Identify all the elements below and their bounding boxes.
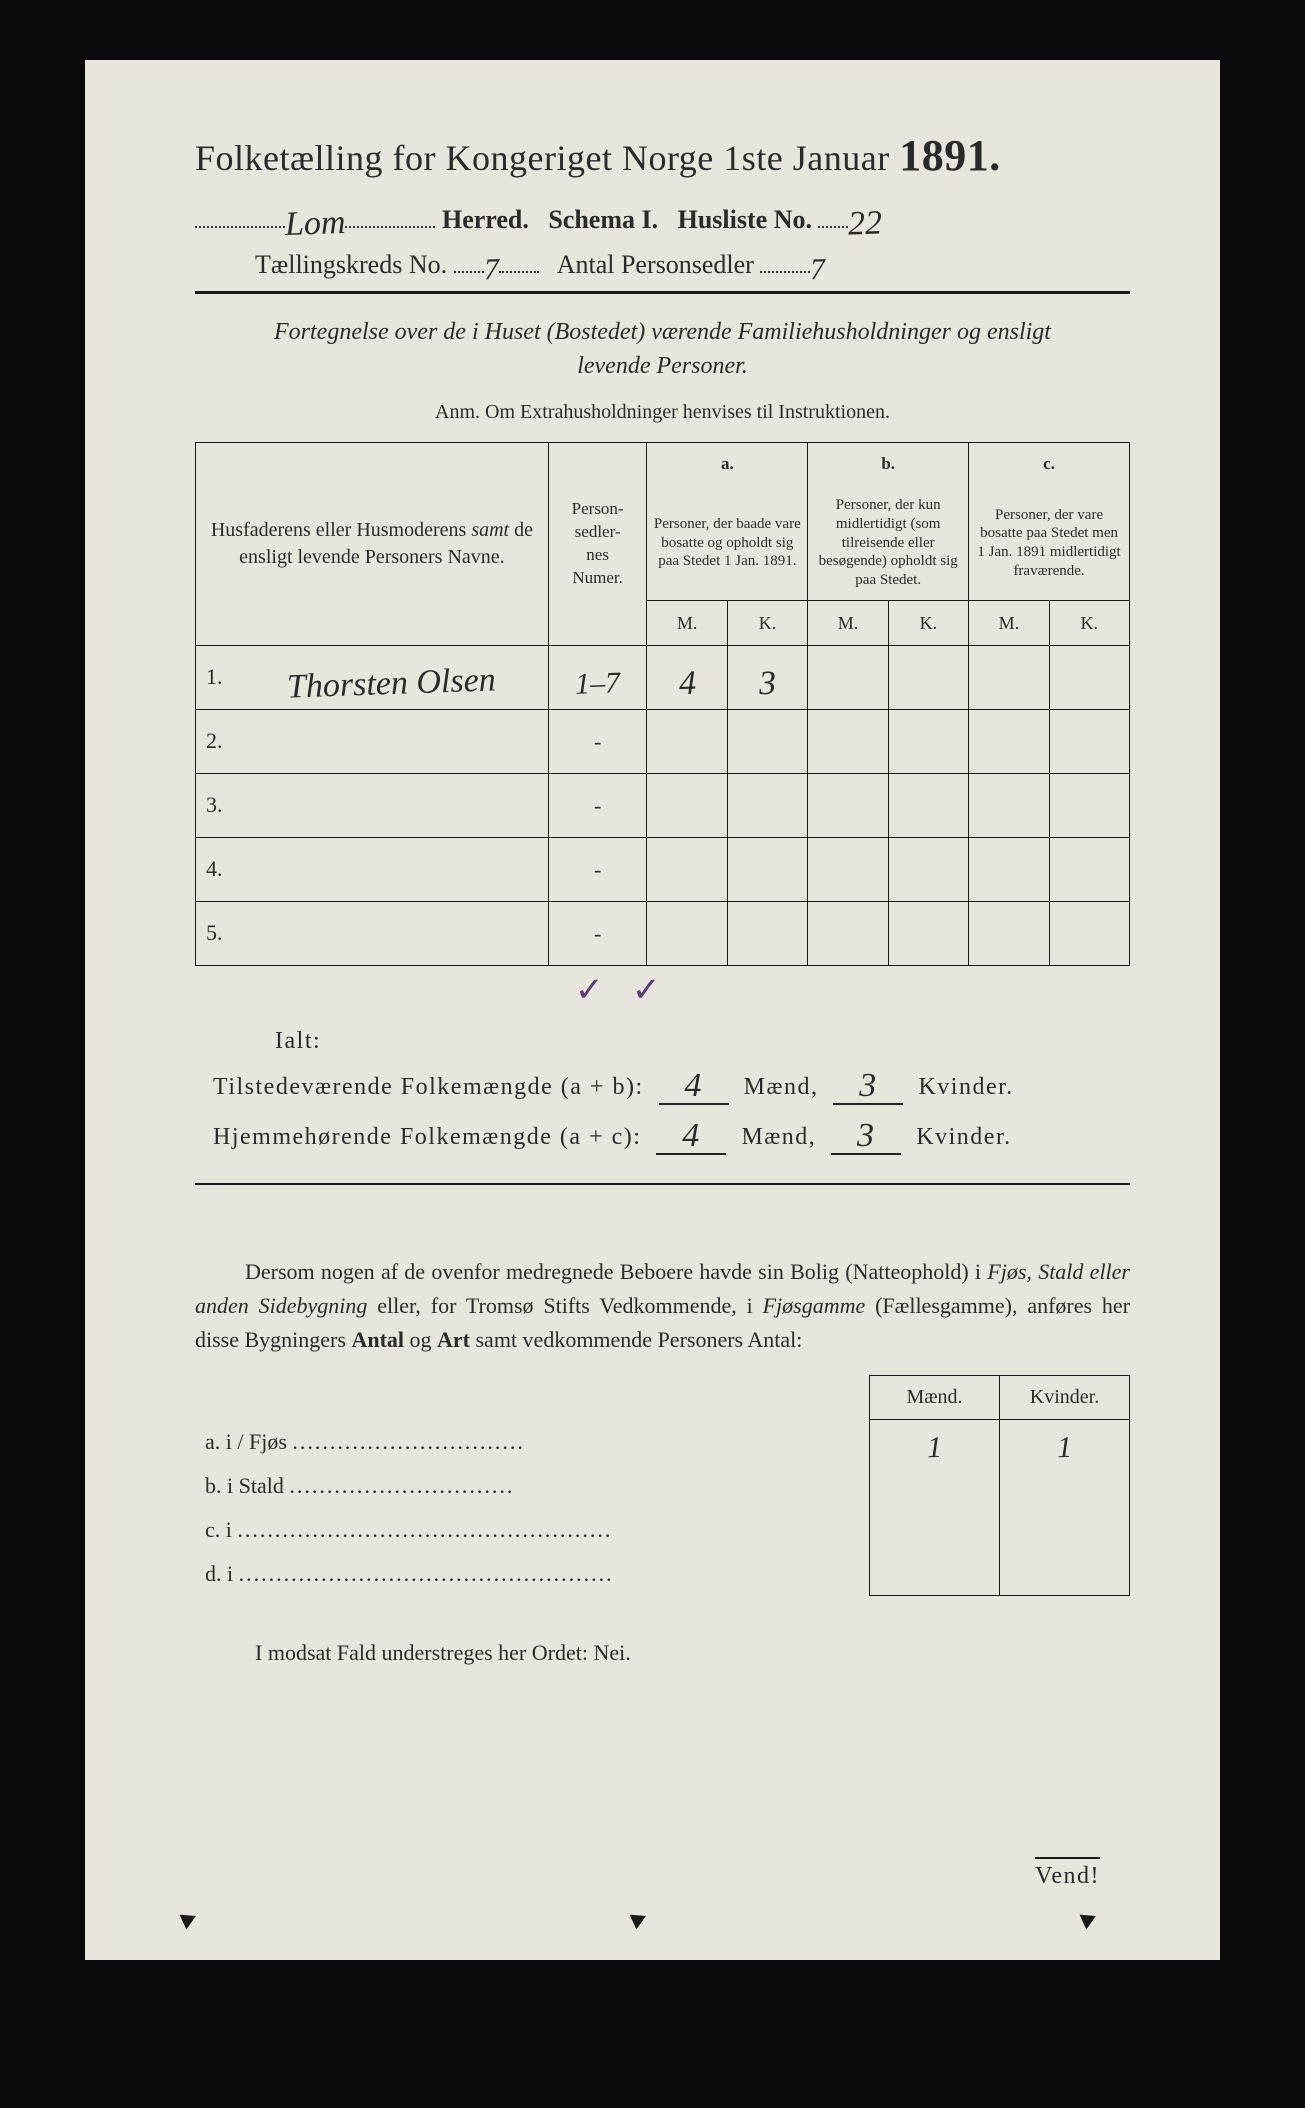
th-m: M. bbox=[647, 600, 727, 645]
sum-ab: Tilstedeværende Folkemængde (a + b): 4 M… bbox=[213, 1065, 1130, 1105]
sum-ac: Hjemmehørende Folkemængde (a + c): 4 Mæn… bbox=[213, 1115, 1130, 1155]
nei-line: I modsat Fald understreges her Ordet: Ne… bbox=[255, 1640, 1130, 1666]
rule bbox=[195, 291, 1130, 294]
title-year: 1891. bbox=[899, 131, 1001, 180]
row-name: Thorsten Olsen bbox=[286, 661, 496, 706]
th-a-head: a. bbox=[647, 443, 808, 486]
punch-mark-icon: ⯆ bbox=[1074, 1907, 1107, 1940]
header-line-2: Lom Herred. Schema I. Husliste No. 22 bbox=[195, 199, 1130, 237]
th-numer: Person- sedler- nes Numer. bbox=[548, 443, 647, 646]
th-c: Personer, der vare bosatte paa Stedet me… bbox=[969, 486, 1130, 600]
mk-row: c. i ...................................… bbox=[195, 1508, 1130, 1552]
vend-label: Vend! bbox=[1035, 1857, 1100, 1890]
kreds-value: 7 bbox=[483, 253, 499, 288]
main-table: Husfaderens eller Husmode­rens samt de e… bbox=[195, 442, 1130, 966]
desc-line1: Fortegnelse over de i Huset (Bostedet) v… bbox=[195, 316, 1130, 350]
herred-value: Lom bbox=[284, 204, 346, 244]
husliste-value: 22 bbox=[848, 204, 883, 243]
table-row: 5. - bbox=[196, 902, 1130, 966]
title-text: Folketælling for Kongeriget Norge 1ste J… bbox=[195, 138, 890, 178]
header-line-3: Tællingskreds No. 7 Antal Personsedler 7 bbox=[255, 247, 1130, 281]
mk-row: a. i / Fjøs ............................… bbox=[195, 1420, 1130, 1464]
th-k: K. bbox=[888, 600, 968, 645]
schema-label: Schema I. bbox=[548, 205, 658, 234]
ialt-label: Ialt: bbox=[275, 1028, 1130, 1055]
table-row: 4. - bbox=[196, 838, 1130, 902]
mk-row: d. i ...................................… bbox=[195, 1552, 1130, 1596]
punch-mark-icon: ⯆ bbox=[624, 1907, 657, 1940]
th-k: K. bbox=[1049, 600, 1129, 645]
husliste-label: Husliste No. bbox=[678, 205, 812, 234]
th-a: Personer, der baade vare bosatte og opho… bbox=[647, 486, 808, 600]
kreds-label: Tællingskreds No. bbox=[255, 250, 447, 279]
table-row: 2. - bbox=[196, 710, 1130, 774]
sedler-value: 7 bbox=[810, 253, 826, 288]
th-b-head: b. bbox=[808, 443, 969, 486]
mk-table: Mænd. Kvinder. a. i / Fjøs .............… bbox=[195, 1375, 1130, 1596]
herred-label: Herred. bbox=[442, 205, 529, 234]
description: Fortegnelse over de i Huset (Bostedet) v… bbox=[195, 316, 1130, 383]
page-title: Folketælling for Kongeriget Norge 1ste J… bbox=[195, 130, 1130, 181]
table-row: 1.Thorsten Olsen 1–7 4 3 bbox=[196, 646, 1130, 710]
mk-kvinder: Kvinder. bbox=[1000, 1376, 1130, 1420]
th-names: Husfaderens eller Husmode­rens samt de e… bbox=[196, 443, 549, 646]
checkmark: ✓ ✓ bbox=[575, 970, 1130, 1010]
anm-note: Anm. Om Extrahusholdninger henvises til … bbox=[195, 401, 1130, 424]
paragraph: Dersom nogen af de ovenfor medregnede Be… bbox=[195, 1255, 1130, 1357]
census-form-page: Folketælling for Kongeriget Norge 1ste J… bbox=[85, 60, 1220, 1960]
desc-line2: levende Personer. bbox=[195, 350, 1130, 384]
sedler-label: Antal Personsedler bbox=[557, 250, 754, 279]
th-k: K. bbox=[727, 600, 807, 645]
table-row: 3. - bbox=[196, 774, 1130, 838]
mk-row: b. i Stald .............................… bbox=[195, 1464, 1130, 1508]
punch-mark-icon: ⯆ bbox=[174, 1907, 207, 1940]
th-m: M. bbox=[969, 600, 1049, 645]
rule bbox=[195, 1183, 1130, 1185]
th-b: Personer, der kun midlertidigt (som tilr… bbox=[808, 486, 969, 600]
th-c-head: c. bbox=[969, 443, 1130, 486]
th-m: M. bbox=[808, 600, 888, 645]
mk-maend: Mænd. bbox=[870, 1376, 1000, 1420]
